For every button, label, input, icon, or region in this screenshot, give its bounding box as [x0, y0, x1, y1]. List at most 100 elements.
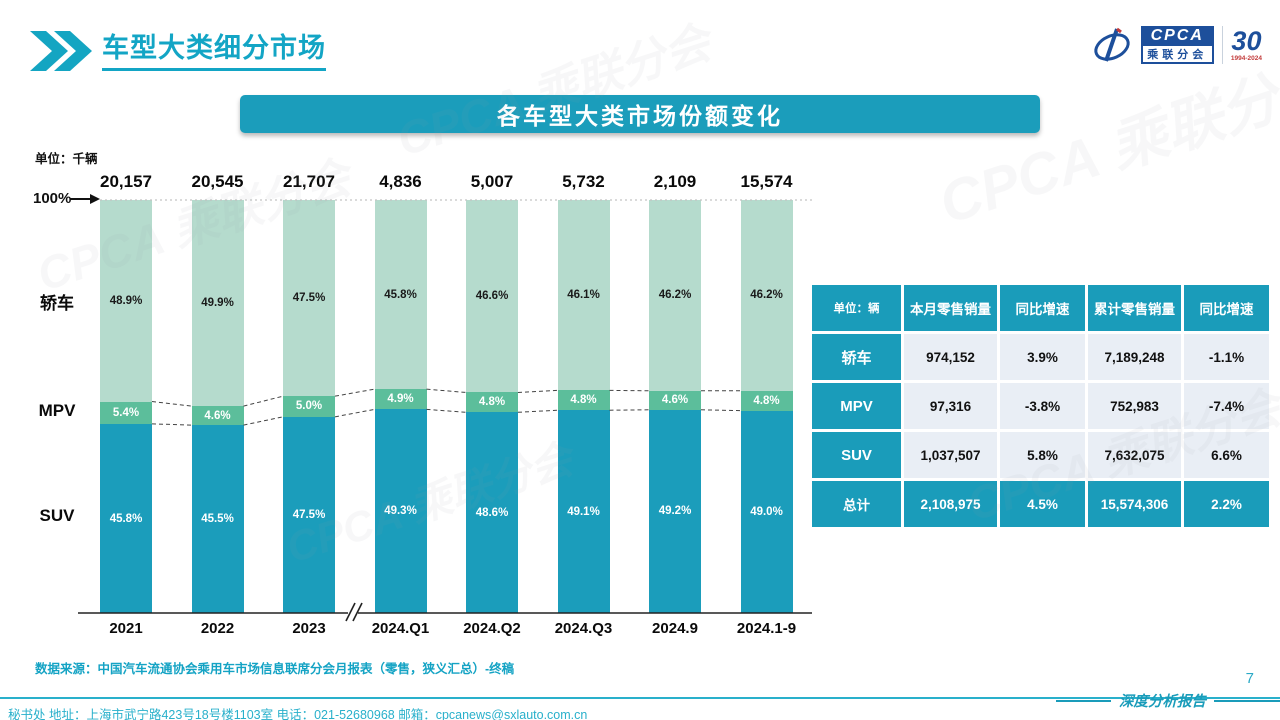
- footer-contact-info: 秘书处 地址：上海市武宁路423号18号楼1103室 电话：021-526809…: [8, 708, 588, 720]
- stacked-bar-2024.9: 46.2% 4.6% 49.2%: [649, 200, 701, 613]
- bar-segment-SUV: 47.5%: [283, 416, 335, 613]
- segment-value-label: 45.5%: [201, 513, 234, 526]
- x-axis-label: 2024.1-9: [736, 620, 797, 637]
- segment-value-label: 46.1%: [567, 289, 600, 302]
- bar-segment-轿车: 45.8%: [374, 200, 427, 390]
- segment-value-label: 49.0%: [750, 505, 783, 518]
- page-title: 车型大类细分市场: [102, 26, 326, 71]
- segment-value-label: 4.6%: [661, 394, 689, 407]
- table-cell: 97,316: [904, 383, 997, 429]
- bar-segment-MPV: 4.8%: [740, 390, 793, 411]
- bar-segment-SUV: 49.0%: [740, 410, 793, 613]
- bar-segment-SUV: 49.1%: [557, 410, 610, 613]
- bar-segment-轿车: 46.2%: [740, 200, 793, 391]
- segment-value-label: 48.6%: [475, 506, 509, 519]
- bar-total-label: 4,836: [379, 172, 422, 191]
- bar-total-label: 21,707: [283, 172, 335, 191]
- anniversary-mark: 30 1994-2024: [1230, 27, 1262, 63]
- bar-segment-MPV: 5.4%: [100, 401, 152, 425]
- table-row-label-轿车: 轿车: [812, 334, 901, 380]
- table-cell: 974,152: [904, 334, 997, 380]
- bar-segment-轿车: 46.2%: [649, 200, 701, 391]
- bar-total-label: 15,574: [740, 172, 793, 191]
- report-type-tag: 深度分析报告: [1056, 690, 1280, 711]
- axis-100pct-label: 100%: [33, 190, 72, 207]
- segment-value-label: 48.9%: [109, 294, 143, 307]
- x-axis-label: 2024.Q3: [554, 620, 613, 637]
- bar-segment-SUV: 49.3%: [374, 409, 427, 613]
- bar-segment-MPV: 5.0%: [283, 396, 335, 417]
- segment-value-label: 4.9%: [387, 393, 414, 406]
- x-axis-label: 2022: [200, 620, 235, 637]
- cpca-chinese-name: 乘联分会: [1140, 46, 1214, 64]
- bar-segment-SUV: 45.5%: [191, 425, 244, 613]
- bar-segment-SUV: 48.6%: [466, 412, 518, 613]
- bar-segment-MPV: 4.6%: [191, 406, 244, 426]
- table-cell: -3.8%: [1000, 383, 1085, 429]
- segment-value-label: 5.4%: [112, 406, 140, 419]
- cpca-emblem-icon: [1093, 27, 1130, 62]
- segment-value-label: 4.6%: [204, 409, 231, 422]
- series-label-轿车: 轿车: [40, 293, 74, 313]
- table-cell: 1,037,507: [904, 432, 997, 478]
- table-cell: 7,189,248: [1088, 334, 1181, 380]
- segment-value-label: 5.0%: [295, 400, 323, 413]
- bar-segment-MPV: 4.9%: [374, 389, 427, 410]
- segment-value-label: 45.8%: [109, 512, 143, 525]
- x-axis-label: 2021: [109, 620, 143, 637]
- cpca-logo: CPCA 乘联分会 30 1994-2024: [1091, 24, 1262, 66]
- data-source-note: 数据来源：中国汽车流通协会乘用车市场信息联席分会月报表（零售，狭义汇总）-终稿: [35, 662, 515, 676]
- segment-value-label: 4.8%: [570, 394, 597, 407]
- cpca-wordmark: CPCA 乘联分会: [1140, 26, 1214, 64]
- report-tag-line-left: [1056, 699, 1111, 702]
- bar-segment-SUV: 45.8%: [100, 424, 152, 614]
- table-row-label-总计: 总计: [812, 481, 901, 527]
- table-cell: 5.8%: [1000, 432, 1085, 478]
- chart-unit-label: 单位：千辆: [35, 152, 98, 166]
- bar-segment-MPV: 4.8%: [466, 392, 518, 413]
- table-cell: 15,574,306: [1088, 481, 1181, 527]
- table-column-header-3: 同比增速: [1184, 285, 1269, 331]
- segment-value-label: 49.1%: [567, 505, 600, 518]
- table-cell: -1.1%: [1184, 334, 1269, 380]
- segment-value-label: 46.2%: [750, 289, 783, 302]
- stacked-bar-2024.1-9: 46.2% 4.8% 49.0%: [740, 200, 793, 613]
- segment-value-label: 46.2%: [658, 289, 692, 302]
- x-axis-label: 2024.9: [652, 620, 698, 637]
- segment-value-label: 47.5%: [292, 508, 326, 521]
- segment-value-label: 4.8%: [478, 396, 506, 409]
- stacked-bar-2023: 47.5% 5.0% 47.5%: [283, 200, 335, 613]
- bar-total-label: 5,732: [562, 172, 605, 191]
- bar-segment-轿车: 46.1%: [557, 200, 610, 391]
- anniversary-years: 1994-2024: [1230, 54, 1262, 62]
- bar-total-label: 5,007: [470, 172, 514, 191]
- footer-divider: [0, 697, 1280, 699]
- cpca-acronym: CPCA: [1140, 26, 1214, 46]
- stacked-bar-2021: 48.9% 5.4% 45.8%: [100, 200, 152, 614]
- sales-table: 单位：辆 本月零售销量 同比增速 累计零售销量 同比增速 轿车 974,152 3.9% 7,1…: [812, 285, 1269, 527]
- table-cell: 6.6%: [1184, 432, 1269, 478]
- x-axis-label: 2024.Q1: [371, 620, 430, 637]
- chart-title-banner: 各车型大类市场份额变化: [240, 95, 1040, 133]
- segment-value-label: 45.8%: [384, 288, 417, 301]
- table-unit-header: 单位：辆: [812, 285, 901, 331]
- segment-value-label: 46.6%: [475, 290, 509, 303]
- table-cell: 7,632,075: [1088, 432, 1181, 478]
- table-cell: 2,108,975: [904, 481, 997, 527]
- chart-title: 各车型大类市场份额变化: [497, 103, 783, 129]
- bar-segment-轿车: 46.6%: [466, 200, 518, 393]
- stacked-bar-2024.Q2: 46.6% 4.8% 48.6%: [466, 200, 518, 613]
- table-column-header-2: 累计零售销量: [1088, 285, 1181, 331]
- stacked-bar-2024.Q1: 45.8% 4.9% 49.3%: [374, 200, 427, 613]
- x-axis-label: 2024.Q2: [463, 620, 521, 637]
- bar-segment-MPV: 4.8%: [557, 390, 610, 411]
- segment-value-label: 49.9%: [201, 297, 234, 310]
- page-header: 车型大类细分市场: [30, 26, 326, 71]
- bar-total-label: 20,545: [191, 172, 244, 191]
- bar-segment-轿车: 48.9%: [100, 200, 152, 402]
- table-cell: 752,983: [1088, 383, 1181, 429]
- table-cell: -7.4%: [1184, 383, 1269, 429]
- x-axis-label: 2023: [292, 620, 326, 637]
